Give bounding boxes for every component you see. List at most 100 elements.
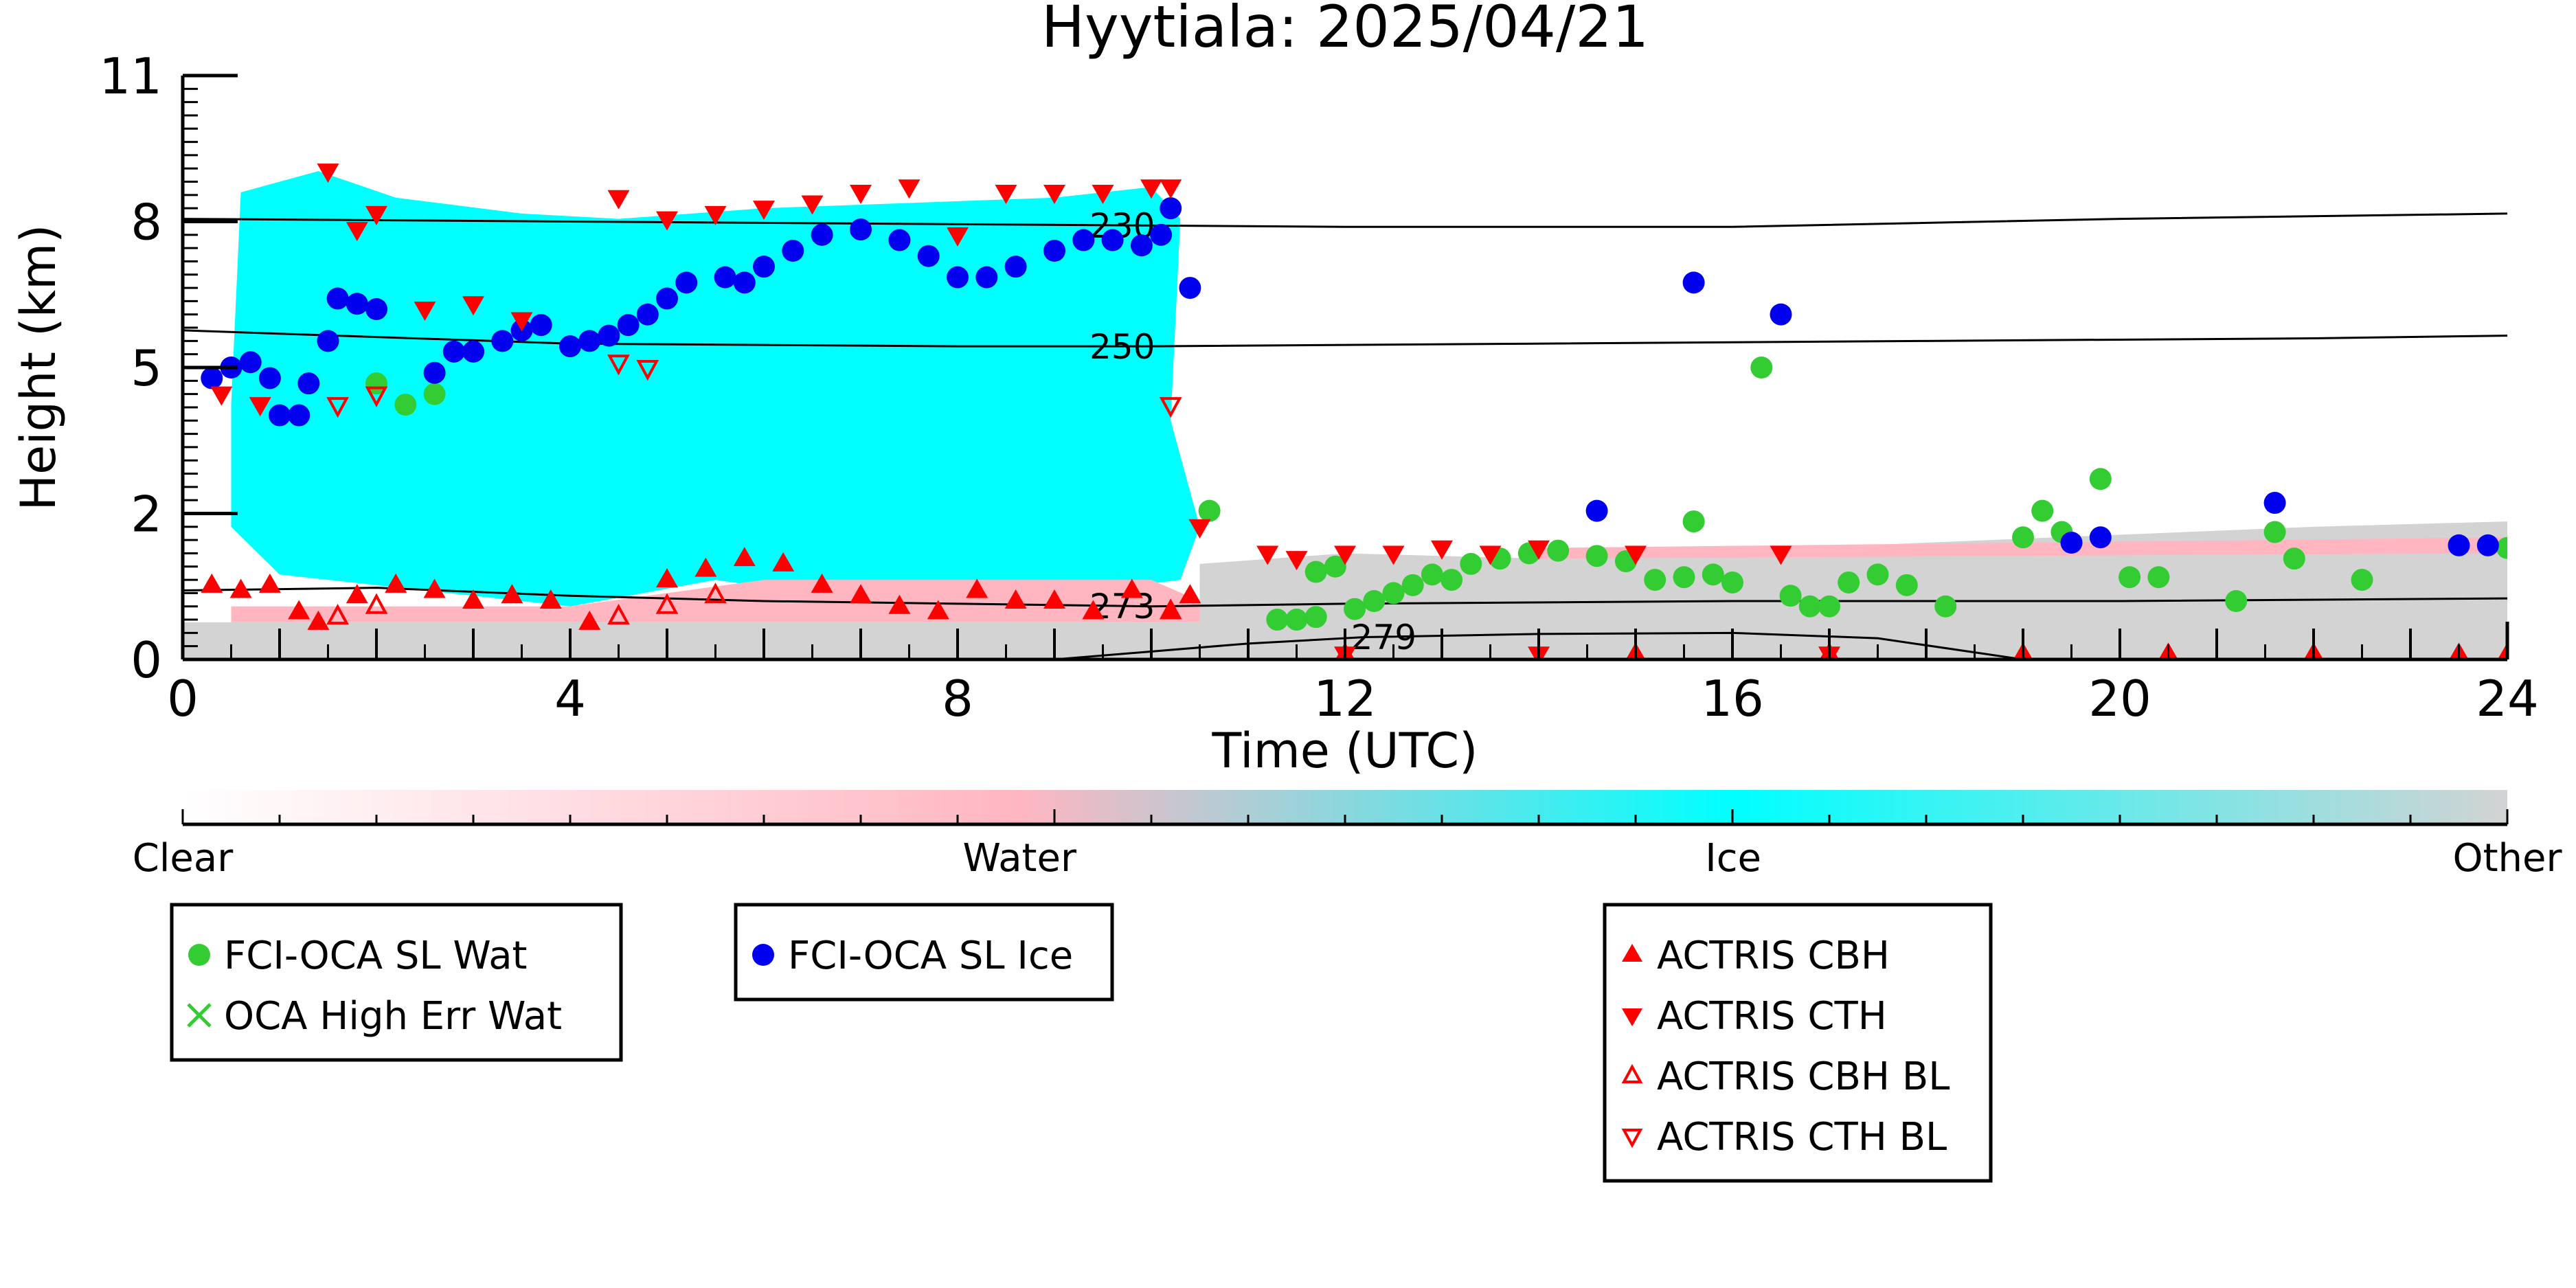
x-tick-label: 20 <box>2088 670 2151 727</box>
data-point <box>704 583 727 604</box>
data-point <box>2089 526 2112 549</box>
contour-label-279: 279 <box>1351 618 1416 657</box>
data-point <box>995 185 1017 204</box>
data-point <box>607 603 630 625</box>
data-point <box>462 589 484 609</box>
data-point <box>423 383 446 405</box>
legend-marker <box>1621 1129 1643 1149</box>
data-point <box>1043 240 1065 262</box>
colorbar-label-water: Water <box>962 836 1077 881</box>
data-point <box>2283 547 2305 570</box>
data-point <box>2119 566 2141 589</box>
data-point <box>607 354 630 376</box>
data-point <box>966 578 988 598</box>
data-point <box>539 589 562 609</box>
data-point <box>898 179 920 199</box>
legend-marker <box>1621 1063 1643 1083</box>
data-point <box>811 223 833 246</box>
data-point <box>2031 499 2054 522</box>
data-point <box>1779 585 1802 607</box>
data-point <box>1363 590 1386 612</box>
data-point <box>1866 563 1889 586</box>
legend-entry-label: FCI-OCA SL Ice <box>788 934 1073 978</box>
data-point <box>675 271 698 294</box>
data-point <box>1159 598 1182 620</box>
data-point <box>1150 223 1173 246</box>
data-point <box>1585 499 1608 522</box>
data-point <box>850 218 872 241</box>
data-point <box>326 397 349 418</box>
data-point <box>1004 256 1027 278</box>
data-point <box>1895 574 1918 596</box>
data-point <box>1644 569 1667 591</box>
legend-frame <box>1603 903 1993 1183</box>
data-series <box>201 163 2507 659</box>
legend-box-2: FCI-OCA SL Ice <box>734 903 1114 1002</box>
y-tick-label: 5 <box>131 339 162 397</box>
contour-label-250: 250 <box>1089 327 1155 367</box>
data-point <box>1750 357 1773 379</box>
data-point <box>2351 569 2373 591</box>
data-point <box>1682 271 1705 294</box>
data-point <box>607 190 630 210</box>
data-point <box>1159 397 1182 418</box>
data-point <box>1440 569 1463 591</box>
data-point <box>1585 545 1608 567</box>
data-point <box>462 296 484 316</box>
data-point <box>1101 229 1124 251</box>
data-point <box>423 361 446 384</box>
legend-box-3: ACTRIS CBH ACTRIS CTH ACTRIS CBH BL ACTRIS … <box>1603 903 1993 1183</box>
data-point <box>326 603 349 625</box>
data-point <box>1382 582 1405 605</box>
legend-frame <box>734 903 1114 1002</box>
data-point <box>297 372 320 395</box>
data-point <box>229 578 252 598</box>
data-point <box>1838 571 1860 594</box>
data-point <box>1266 609 1289 631</box>
data-point <box>850 584 872 604</box>
data-point <box>501 584 523 604</box>
data-point <box>598 324 620 347</box>
colorbar-label-clear: Clear <box>133 836 234 881</box>
contour-label-273: 273 <box>1089 587 1155 626</box>
data-point <box>1431 540 1453 560</box>
data-point <box>365 205 387 225</box>
y-tick-label: 11 <box>99 47 162 105</box>
data-point <box>1770 545 1792 565</box>
data-point <box>1479 545 1502 565</box>
data-point <box>1043 589 1065 609</box>
data-point <box>249 397 271 417</box>
legend-entry-label: ACTRIS CTH <box>1657 994 1887 1039</box>
data-point <box>1673 566 1695 589</box>
data-point <box>1770 303 1792 326</box>
data-point <box>1043 185 1065 204</box>
data-point <box>1179 277 1201 300</box>
data-point <box>423 578 446 598</box>
data-point <box>656 287 678 310</box>
data-point <box>258 367 281 389</box>
colorbar-label-ice: Ice <box>1705 836 1761 881</box>
data-point <box>2496 536 2507 559</box>
data-point <box>1798 595 1821 618</box>
legend-box-1: FCI-OCA SL Wat OCA High Err Wat <box>170 903 623 1062</box>
data-point <box>2147 566 2170 589</box>
data-point <box>656 568 678 588</box>
data-point <box>1256 545 1279 565</box>
data-point <box>346 222 368 242</box>
data-point <box>307 610 330 630</box>
data-point <box>1120 578 1143 598</box>
data-point <box>201 367 223 389</box>
data-point <box>210 386 233 406</box>
data-point <box>888 229 911 251</box>
y-tick-label: 8 <box>131 194 162 251</box>
data-point <box>1682 510 1705 533</box>
data-point <box>1140 179 1162 199</box>
data-point <box>927 600 949 620</box>
data-point <box>2225 590 2248 612</box>
data-point <box>2060 532 2083 554</box>
legend-entry-label: FCI-OCA SL Wat <box>224 934 528 978</box>
data-point <box>1334 545 1356 565</box>
legend-entry-label: ACTRIS CBH BL <box>1657 1054 1950 1099</box>
legend-marker <box>188 944 210 966</box>
